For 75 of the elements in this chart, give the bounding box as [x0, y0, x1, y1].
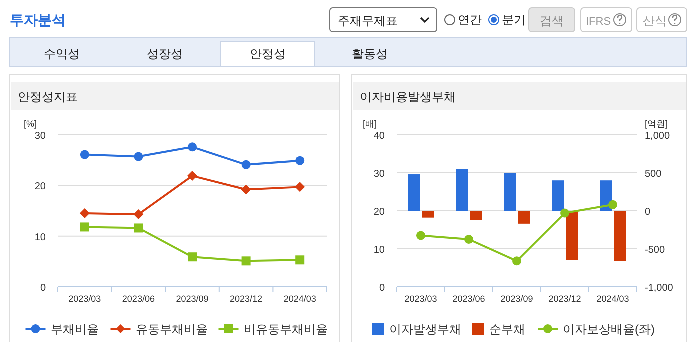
- x-tick-label: 2023/12: [230, 294, 263, 304]
- point: [242, 256, 251, 266]
- point: [296, 156, 305, 166]
- bar: [456, 169, 468, 211]
- point: [134, 224, 144, 233]
- chart-title: 이자비용발생부채: [360, 90, 456, 104]
- point: [416, 231, 426, 240]
- point: [295, 182, 306, 192]
- text: 활동성: [352, 47, 388, 61]
- point: [134, 210, 144, 220]
- y2-tick-label: -500: [645, 245, 666, 256]
- text: IFRS: [586, 16, 612, 28]
- y-tick-label: 0: [379, 283, 386, 294]
- legend-label: 유동부채비율: [136, 322, 208, 336]
- x-tick-label: 2023/09: [500, 294, 534, 304]
- bar: [470, 211, 482, 220]
- y2-tick-label: -1,000: [645, 283, 674, 294]
- point: [188, 171, 198, 182]
- point: [464, 235, 474, 244]
- y2-tick-label: 0: [645, 207, 651, 218]
- x-tick-label: 2023/09: [176, 294, 209, 304]
- point: [134, 152, 144, 162]
- x-tick-label: 2024/03: [596, 294, 630, 304]
- x-tick-label: 2023/03: [68, 294, 102, 304]
- point: [560, 208, 570, 218]
- point: [188, 142, 197, 152]
- legend-label: 이자보상배율(좌): [563, 322, 655, 336]
- y-tick-label: 0: [40, 283, 46, 294]
- point: [80, 150, 90, 160]
- point: [241, 184, 252, 195]
- y-tick-label: 10: [374, 245, 386, 256]
- bar: [614, 211, 626, 262]
- y-tick-label: 10: [34, 232, 46, 244]
- point: [80, 222, 90, 232]
- legend-label: 순부채: [490, 322, 526, 336]
- y2-tick-label: 500: [645, 169, 662, 180]
- y-tick-label: 30: [374, 169, 386, 180]
- text: 수익성: [44, 47, 80, 61]
- x-tick-label: 2023/06: [122, 294, 155, 304]
- point: [608, 200, 618, 210]
- bar: [422, 211, 434, 218]
- y2-tick-label: 1,000: [645, 131, 670, 142]
- text: 연간: [458, 13, 482, 27]
- point: [80, 208, 90, 219]
- y-tick-label: 30: [34, 131, 46, 142]
- text: 검색: [540, 14, 564, 28]
- x-tick-label: 2023/12: [548, 294, 582, 304]
- bar: [552, 180, 564, 211]
- bar: [518, 211, 530, 224]
- x-tick-label: 2023/03: [404, 294, 438, 304]
- point: [242, 160, 251, 170]
- bar: [408, 174, 420, 211]
- legend-label: 비유동부채비율: [244, 322, 328, 336]
- chart-title: 안정성지표: [18, 90, 78, 104]
- point: [512, 256, 522, 266]
- text: 산식: [643, 14, 667, 28]
- text: 안정성: [250, 47, 286, 61]
- y-axis-title: [%]: [24, 119, 38, 129]
- x-tick-label: 2023/06: [452, 294, 486, 304]
- text: 투자분석: [10, 12, 66, 28]
- text: 주재무제표: [338, 14, 398, 28]
- y-tick-label: 40: [374, 131, 386, 142]
- text: 성장성: [147, 47, 183, 61]
- y-tick-label: 20: [34, 182, 46, 193]
- bar: [566, 211, 578, 260]
- point: [296, 256, 305, 265]
- text: 분기: [502, 13, 526, 27]
- legend-label: 부채비율: [50, 322, 99, 336]
- y2-axis-title: [억원]: [645, 119, 668, 129]
- y-tick-label: 20: [374, 207, 386, 218]
- legend-label: 이자발생부채: [390, 322, 462, 336]
- y-axis-title: [배]: [363, 119, 378, 129]
- point: [188, 252, 197, 262]
- bar: [504, 173, 516, 211]
- x-tick-label: 2024/03: [284, 294, 316, 304]
